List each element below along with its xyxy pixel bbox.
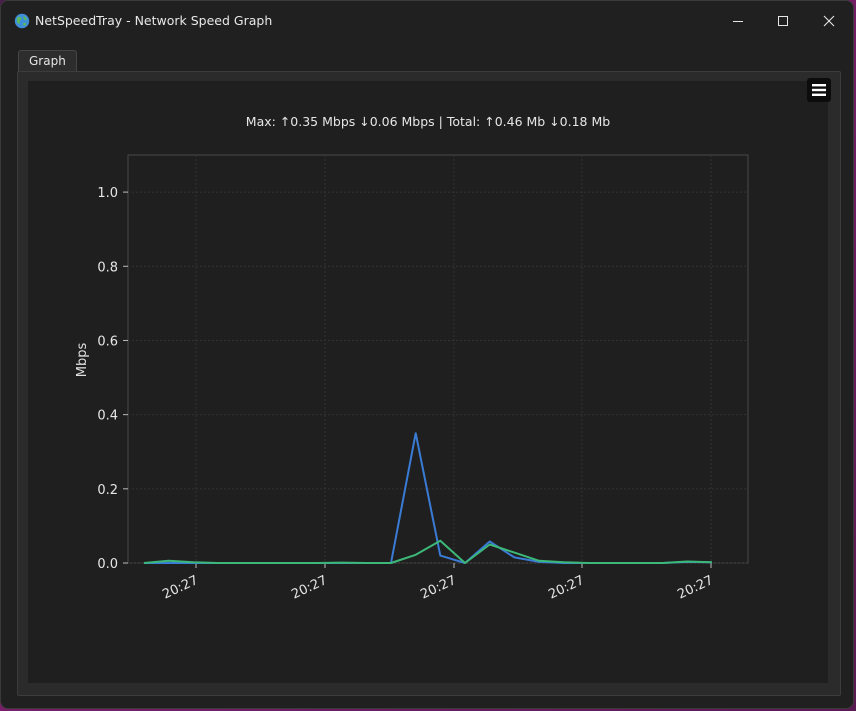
- x-tick-label: 20:27: [160, 573, 200, 602]
- graph-menu-button[interactable]: [807, 78, 831, 102]
- x-tick-label: 20:27: [546, 573, 586, 602]
- tab-graph[interactable]: Graph: [18, 50, 77, 72]
- x-tick-label: 20:27: [289, 573, 329, 602]
- plot-frame: [127, 154, 749, 564]
- hamburger-menu-icon: [812, 84, 826, 96]
- y-tick-label: 0.0: [97, 557, 118, 572]
- globe-icon: [14, 13, 30, 29]
- y-tick-label: 1.0: [97, 186, 118, 201]
- y-tick-label: 0.6: [97, 334, 118, 349]
- minimize-icon: [733, 21, 743, 22]
- maximize-icon: [778, 16, 788, 26]
- x-tick-label: 20:27: [675, 573, 715, 602]
- title-bar[interactable]: NetSpeedTray - Network Speed Graph: [1, 1, 853, 41]
- close-button[interactable]: [806, 1, 852, 41]
- y-tick-label: 0.2: [97, 483, 118, 498]
- y-tick-label: 0.4: [97, 409, 118, 424]
- maximize-button[interactable]: [760, 1, 806, 41]
- stats-summary: Max: ↑0.35 Mbps ↓0.06 Mbps | Total: ↑0.4…: [245, 114, 611, 129]
- y-tick-label: 0.8: [97, 260, 118, 275]
- window-title: NetSpeedTray - Network Speed Graph: [35, 13, 273, 28]
- close-icon: [823, 15, 835, 27]
- minimize-button[interactable]: [715, 1, 761, 41]
- download-series-line: [143, 539, 713, 564]
- x-tick-label: 20:27: [418, 573, 458, 602]
- tab-bar: Graph: [18, 50, 77, 72]
